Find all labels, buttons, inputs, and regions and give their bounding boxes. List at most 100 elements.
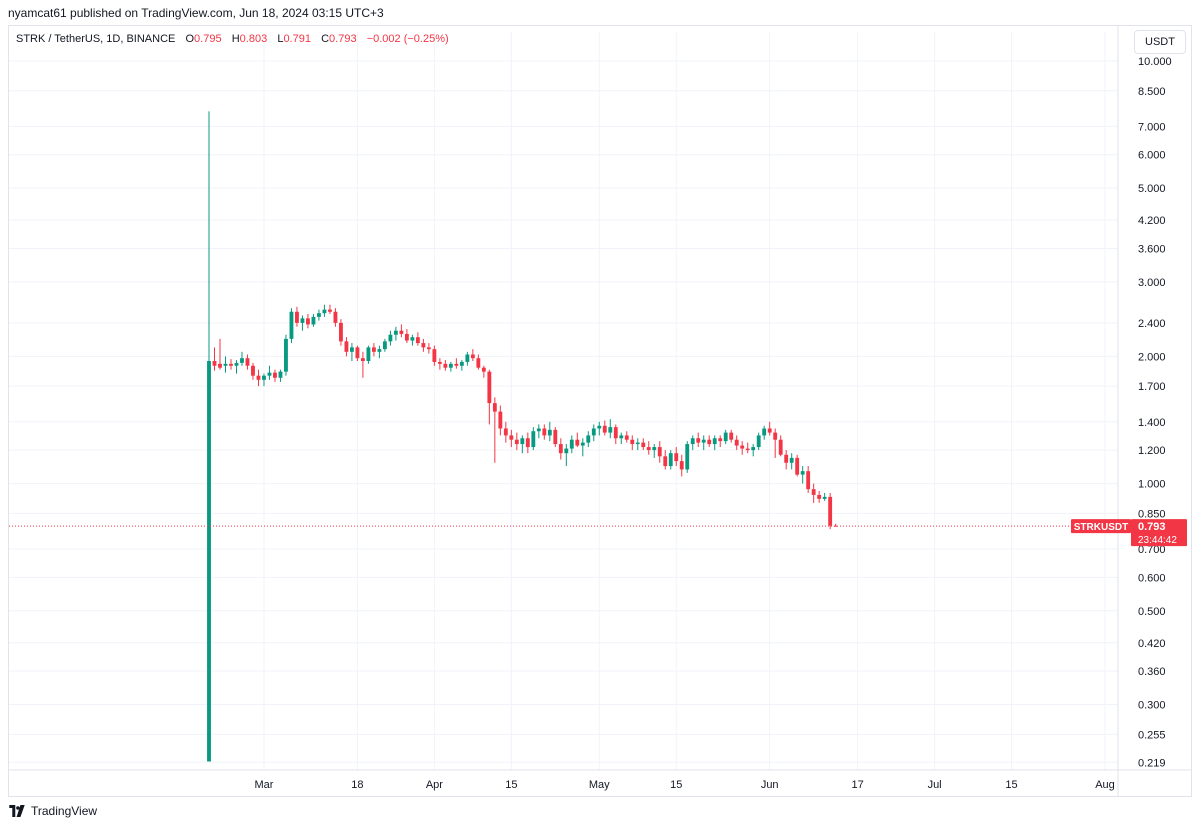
candle-body [223,363,228,366]
x-tick-label: Jun [761,779,779,791]
y-tick-label: 7.000 [1138,121,1166,133]
countdown-value: 23:44:42 [1138,535,1177,546]
candle-body [536,428,541,432]
y-tick-label: 8.500 [1138,86,1166,98]
candle-body [745,448,750,451]
y-tick-label: 3.600 [1138,243,1166,255]
candle-body [547,429,552,436]
candle-body [399,330,404,334]
candle-body [262,375,266,380]
candle-body [613,427,618,439]
y-tick-label: 0.300 [1138,700,1166,712]
candle-body [800,471,805,475]
price-tag-box [1131,519,1187,547]
candle-body [415,337,420,344]
tradingview-logo-icon [9,805,25,817]
candle-body [388,334,393,342]
x-tick-label: Aug [1095,779,1115,791]
low-value: 0.791 [283,33,311,45]
candle-body [701,439,706,443]
change-value: −0.002 (−0.25%) [366,33,449,45]
footer-brand[interactable]: TradingView [8,804,97,818]
y-tick-label: 1.000 [1138,479,1166,491]
close-value: 0.793 [329,33,357,45]
candle-body [476,358,481,368]
candle-body [740,445,745,449]
candle-body [284,338,288,372]
symbol-tag-box [1071,519,1131,534]
candle-body [668,453,673,467]
candle-body [734,439,739,446]
candle-body [690,438,695,445]
candle-body [470,354,475,359]
symbol-title[interactable]: STRK / TetherUS, 1D, BINANCE [16,33,176,45]
candle-body [311,316,316,325]
x-tick-label: Apr [426,779,443,791]
axes: 10.000 8.500 7.000 6.000 5.000 4.200 3.600 3.00… [9,26,1191,796]
candle-body [229,363,233,366]
candle-body [465,354,470,362]
open-value: 0.795 [194,33,222,45]
candle-body [718,438,723,442]
candle-body [762,428,767,436]
candle-body [448,363,453,368]
candle-body [426,347,431,350]
candle-body [729,432,734,440]
candle-body [322,309,327,314]
y-tick-label: 6.000 [1138,150,1166,162]
y-tick-label: 0.500 [1138,606,1166,618]
candle-body [542,428,547,436]
y-tick-label: 0.420 [1138,638,1166,650]
candle-body [382,341,387,350]
candle-body [685,444,690,470]
candle-body [487,371,492,404]
candle-body [437,361,442,364]
candle-body [608,427,613,433]
candle-body [300,318,305,323]
candle-body [663,456,668,467]
y-tick-label: 1.700 [1138,381,1166,393]
y-tick-label: 0.850 [1138,508,1166,520]
y-tick-label: 4.200 [1138,215,1166,227]
candle-body [723,432,728,442]
candle-body [789,457,794,463]
candle-body [520,438,525,445]
candle-body [317,313,321,317]
ohlc-legend: STRK / TetherUS, 1D, BINANCE O0.795 H0.8… [16,33,449,45]
candle-body [355,347,360,359]
candle-body [569,439,574,449]
candle-body [531,431,536,448]
candle-body [371,347,376,352]
candle-body [558,444,563,454]
candle-body [212,360,217,366]
y-tick-label: 1.200 [1138,445,1166,457]
candle-body [366,347,371,361]
candle-body [432,349,437,362]
x-tick-label: 18 [351,779,363,791]
candle-body [525,438,530,448]
chart-frame [8,25,1192,797]
candle-body [674,453,679,462]
published-caption: nyamcat61 published on TradingView.com, … [8,6,384,20]
candle-body [619,435,624,439]
candle-body [267,372,272,376]
candle-body [597,425,602,429]
price-tag-value: 0.793 [1138,521,1166,533]
candle-body [822,496,827,499]
candle-body [306,318,310,325]
y-tick-label: 0.255 [1138,729,1166,741]
candle-body [404,333,409,341]
candle-body [630,439,635,445]
candle-body [492,403,497,412]
candle-body [443,363,448,368]
candle-body [646,447,651,451]
y-tick-label: 2.400 [1138,318,1166,330]
candle-body [833,525,838,527]
high-label: H [231,33,240,45]
currency-button[interactable]: USDT [1134,30,1186,54]
x-tick-label: Jul [928,779,942,791]
candle-body [553,429,558,445]
symbol-tag-label: STRKUSDT [1074,522,1128,533]
candle-body [240,358,244,363]
